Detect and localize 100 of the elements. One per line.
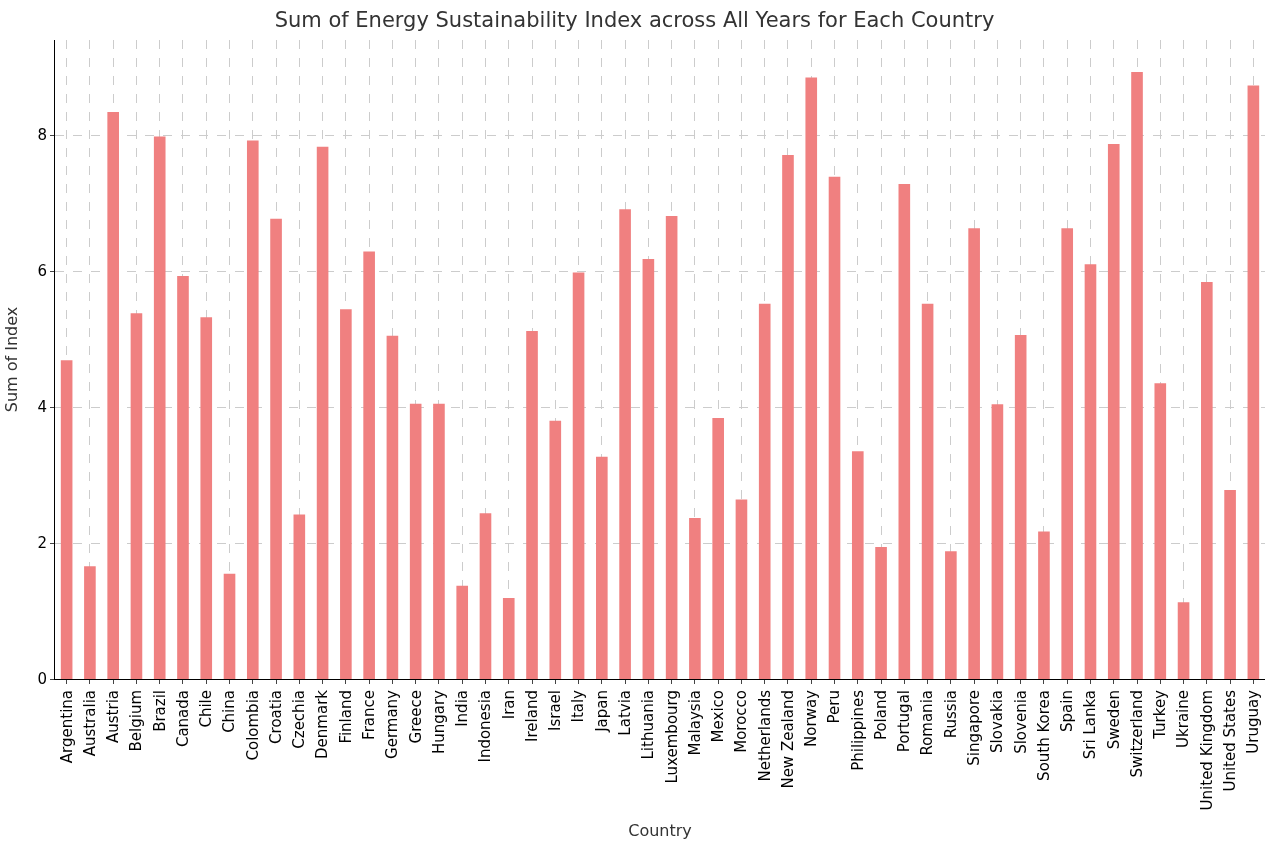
y-axis-title: Sum of Index: [2, 306, 22, 413]
bar: [782, 154, 794, 679]
x-tick-label: India: [453, 690, 472, 727]
bar: [60, 360, 73, 679]
bar: [1131, 71, 1143, 679]
bar: [945, 551, 957, 679]
x-tick-label: Italy: [569, 689, 588, 723]
x-tick-label: South Korea: [1034, 690, 1053, 781]
bar: [898, 184, 911, 679]
bar: [270, 218, 282, 679]
x-tick-label: Poland: [871, 690, 890, 741]
x-tick-label: Croatia: [266, 690, 285, 744]
bar: [526, 330, 538, 679]
x-tick-label: Brazil: [150, 690, 169, 732]
x-tick-label: Morocco: [732, 690, 751, 753]
bar: [386, 335, 399, 679]
bar: [316, 146, 329, 679]
bar: [572, 272, 585, 679]
bar: [433, 403, 445, 679]
bar: [712, 417, 724, 679]
y-tick-label: 4: [37, 398, 47, 417]
bar: [851, 451, 864, 679]
x-tick-label: Russia: [941, 690, 960, 739]
x-tick-label: United States: [1220, 689, 1239, 792]
x-tick-label: Slovenia: [1011, 690, 1030, 754]
x-tick-label: New Zealand: [778, 690, 797, 789]
bar: [619, 209, 631, 679]
x-tick-label: China: [220, 690, 239, 733]
x-tick-label: Slovakia: [988, 690, 1007, 753]
x-tick-label: Portugal: [895, 690, 914, 753]
x-tick-label: Canada: [173, 690, 192, 748]
x-tick-label: Colombia: [243, 690, 262, 761]
bar: [828, 176, 841, 679]
x-tick-label: Latvia: [615, 690, 634, 736]
y-tick-label: 6: [37, 262, 47, 281]
x-tick-label: Denmark: [313, 689, 332, 759]
bar: [153, 136, 166, 679]
bar: [1177, 602, 1190, 679]
x-tick-label: Argentina: [57, 690, 76, 764]
x-tick-label: Ukraine: [1174, 690, 1193, 748]
chart-title: Sum of Energy Sustainability Index across All Years for Each Country: [274, 8, 995, 33]
x-tick-label: Netherlands: [755, 689, 774, 782]
x-tick-label: France: [360, 690, 379, 740]
bar: [1061, 228, 1074, 679]
bar: [456, 585, 469, 679]
bar: [177, 275, 189, 679]
bar: [875, 547, 887, 679]
bar: [130, 313, 143, 679]
x-tick-label: Sweden: [1104, 690, 1123, 750]
bar: [1201, 282, 1213, 679]
x-tick-label: Iran: [499, 690, 518, 720]
x-tick-label: Chile: [197, 690, 216, 728]
bar: [84, 566, 96, 679]
x-tick-label: Ireland: [522, 690, 541, 742]
bar: [1247, 85, 1260, 679]
bar: [805, 77, 818, 679]
bar: [223, 573, 236, 679]
x-tick-label: Indonesia: [476, 690, 495, 763]
x-axis-title: Country: [628, 821, 692, 841]
x-tick-label: Singapore: [965, 690, 984, 766]
x-tick-label: Israel: [546, 690, 565, 731]
bar: [549, 420, 562, 679]
bar: [502, 598, 515, 679]
y-tick-label: 0: [37, 670, 47, 689]
bar: [596, 456, 608, 679]
x-tick-label: Mexico: [709, 690, 728, 743]
bar: [758, 303, 771, 679]
x-tick-label: Philippines: [848, 689, 867, 771]
x-tick-label: Peru: [825, 690, 844, 724]
bar: [689, 517, 701, 679]
bar: [363, 251, 375, 679]
x-tick-label: Japan: [592, 690, 611, 733]
bar: [293, 514, 306, 679]
bar: [340, 309, 352, 679]
x-tick-label: Finland: [336, 690, 355, 744]
bar: [921, 303, 934, 679]
bar: [1107, 144, 1120, 679]
x-tick-label: Lithuania: [639, 690, 658, 760]
bar: [479, 513, 492, 679]
x-tick-label: Hungary: [429, 689, 448, 755]
x-tick-label: Turkey: [1151, 689, 1170, 740]
bar: [735, 499, 748, 679]
x-tick-label: Sri Lanka: [1081, 690, 1100, 760]
x-tick-label: Spain: [1058, 690, 1077, 732]
bar: [1084, 264, 1097, 679]
x-tick-label: Greece: [406, 690, 425, 744]
x-tick-label: Belgium: [127, 690, 146, 752]
x-tick-label: Norway: [802, 689, 821, 747]
bar: [1154, 383, 1167, 679]
x-tick-label: Czechia: [290, 690, 309, 749]
bar: [968, 228, 980, 679]
bar: [200, 317, 213, 679]
bar: [246, 140, 259, 679]
x-tick-label: Australia: [80, 690, 99, 757]
y-tick-label: 8: [37, 126, 47, 145]
bar: [1224, 490, 1236, 679]
bar: [1038, 531, 1050, 679]
bar: [991, 404, 1004, 679]
bar: [409, 403, 422, 679]
x-tick-label: Luxembourg: [662, 690, 681, 784]
